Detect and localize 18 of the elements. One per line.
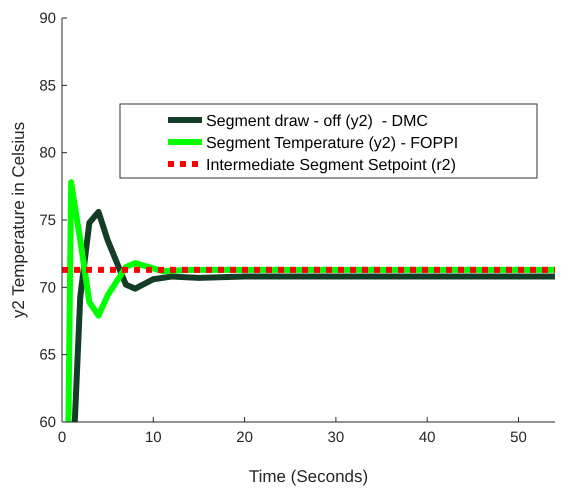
y-tick-label: 70	[39, 279, 56, 296]
x-axis-title: Time (Seconds)	[248, 467, 368, 486]
y-tick-label: 85	[39, 77, 56, 94]
x-tick-label: 40	[418, 429, 436, 446]
y-tick-label: 90	[39, 10, 56, 27]
y-tick-label: 60	[39, 414, 56, 431]
y-tick-label: 65	[39, 346, 56, 364]
legend-label: Segment draw - off (y2) - DMC	[206, 113, 428, 130]
y-tick-label: 80	[39, 144, 56, 162]
y-axis-title: y2 Temperature in Celsius	[9, 122, 28, 318]
y-tick-label: 75	[39, 212, 56, 229]
legend-label: Segment Temperature (y2) - FOPPI	[206, 135, 458, 152]
x-tick-label: 50	[510, 429, 527, 446]
x-tick-label: 10	[144, 429, 162, 446]
x-tick-label: 0	[58, 429, 66, 446]
x-tick-label: 30	[328, 429, 344, 446]
legend-label: Intermediate Segment Setpoint (r2)	[206, 157, 456, 174]
x-tick-label: 20	[236, 429, 253, 446]
